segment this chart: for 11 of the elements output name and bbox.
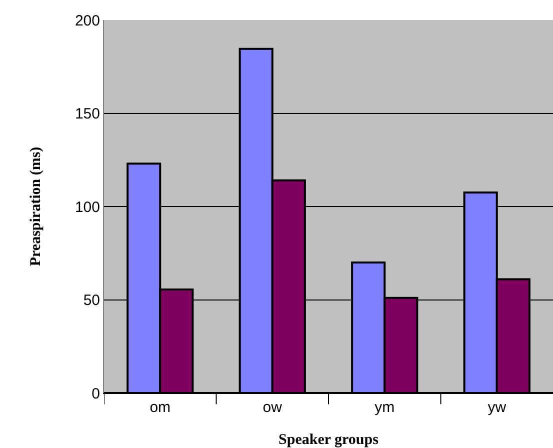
x-tick-label: yw bbox=[488, 399, 506, 416]
y-axis-title: Preaspiration (ms) bbox=[28, 146, 44, 266]
x-tick-label: om bbox=[150, 399, 171, 416]
x-tick-label: ym bbox=[374, 399, 395, 416]
x-axis-title: Speaker groups bbox=[278, 432, 379, 448]
x-tick-label: ow bbox=[262, 399, 282, 416]
y-tick-label: 150 bbox=[74, 106, 100, 122]
y-tick-label: 50 bbox=[83, 292, 100, 309]
y-tick-label: 100 bbox=[74, 198, 100, 216]
y-tick-label: 0 bbox=[92, 385, 100, 402]
y-tick-label: 200 bbox=[74, 12, 100, 30]
